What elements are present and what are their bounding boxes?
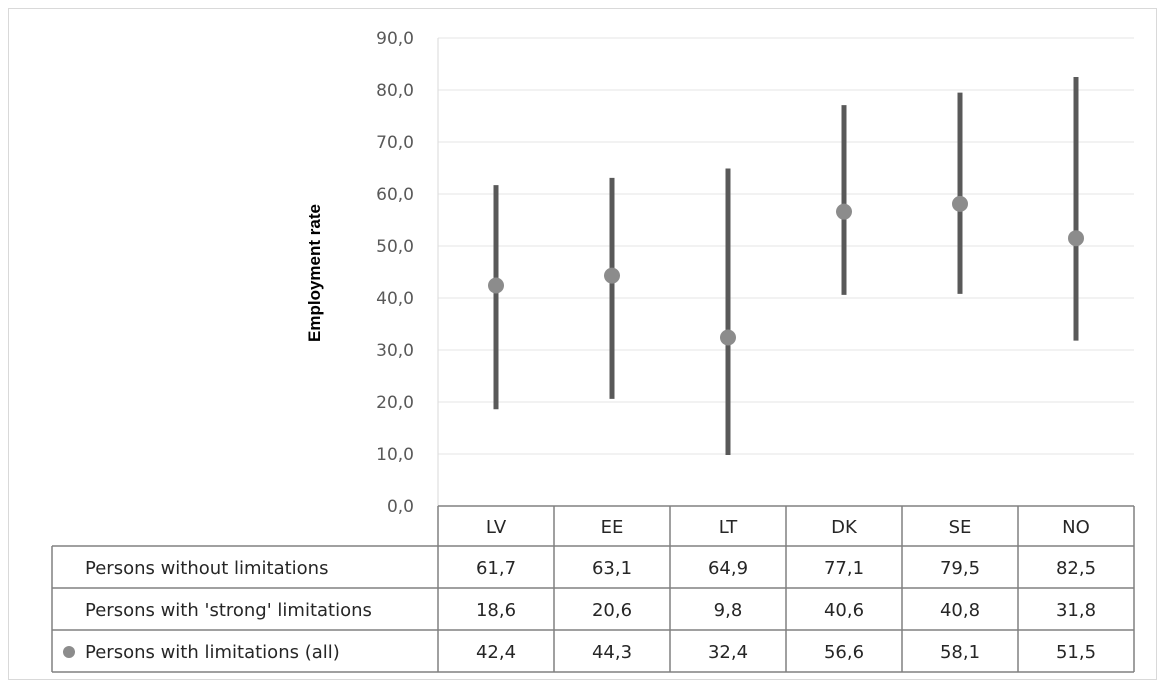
data-label: 40,6 (824, 600, 864, 621)
row-label: Persons without limitations (85, 558, 328, 579)
data-label: 61,7 (476, 558, 516, 579)
data-label: 32,4 (708, 642, 748, 663)
category-label: NO (1062, 517, 1090, 538)
data-label: 58,1 (940, 642, 980, 663)
data-label: 79,5 (940, 558, 980, 579)
data-label: 44,3 (592, 642, 632, 663)
gridlines (438, 37, 1134, 455)
marker-no (1068, 230, 1084, 247)
range-lines (493, 77, 1079, 456)
data-label: 51,5 (1056, 642, 1096, 663)
marker-se (952, 195, 968, 212)
marker-ee (604, 267, 620, 284)
y-tick-label: 40,0 (376, 289, 414, 309)
data-label: 18,6 (476, 600, 516, 621)
y-tick-label: 70,0 (376, 133, 414, 153)
data-label: 42,4 (476, 642, 516, 663)
category-label: LV (486, 517, 507, 538)
y-axis-ticks: 0,0 10,0 20,0 30,0 40,0 50,0 60,0 70,0 80,0 90,0 (376, 29, 414, 517)
category-label: EE (601, 517, 624, 538)
markers (488, 195, 1084, 346)
data-label: 20,6 (592, 600, 632, 621)
marker-lt (720, 329, 736, 346)
data-label: 31,8 (1056, 600, 1096, 621)
data-label: 77,1 (824, 558, 864, 579)
y-tick-label: 50,0 (376, 237, 414, 257)
y-tick-label: 90,0 (376, 29, 414, 49)
y-tick-label: 80,0 (376, 81, 414, 101)
data-label: 40,8 (940, 600, 980, 621)
y-tick-label: 60,0 (376, 185, 414, 205)
data-table: LV EE LT DK SE NO Persons without limitations 6… (51, 505, 1135, 673)
data-label: 64,9 (708, 558, 748, 579)
marker-lv (488, 277, 504, 294)
data-label: 82,5 (1056, 558, 1096, 579)
data-label: 63,1 (592, 558, 632, 579)
y-tick-label: 30,0 (376, 341, 414, 361)
data-label: 9,8 (714, 600, 743, 621)
row-label: Persons with limitations (all) (85, 642, 340, 663)
y-axis-label: Employment rate (305, 204, 324, 342)
y-tick-label: 10,0 (376, 445, 414, 465)
category-label: DK (831, 517, 858, 538)
data-label: 56,6 (824, 642, 864, 663)
chart-frame (8, 8, 1157, 680)
y-tick-label: 0,0 (387, 497, 414, 517)
legend-marker (63, 646, 75, 658)
marker-dk (836, 203, 852, 220)
category-label: LT (719, 517, 739, 538)
category-label: SE (949, 517, 972, 538)
row-label: Persons with 'strong' limitations (85, 600, 372, 621)
y-tick-label: 20,0 (376, 393, 414, 413)
